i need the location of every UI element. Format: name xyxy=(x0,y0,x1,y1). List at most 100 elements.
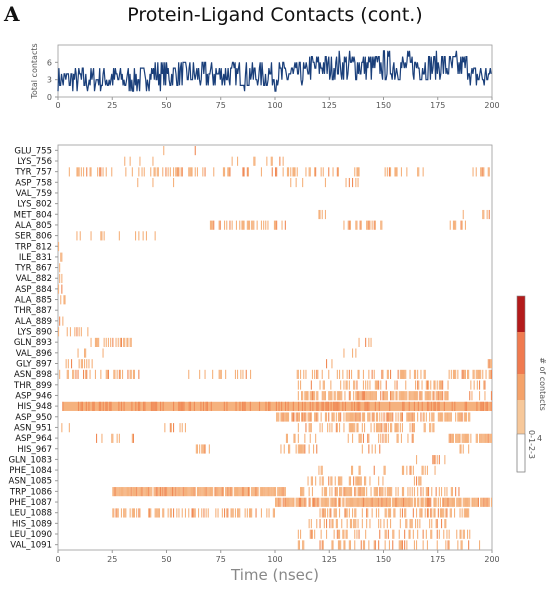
contact-mark xyxy=(407,412,409,422)
contact-mark xyxy=(356,476,358,486)
contact-mark xyxy=(404,508,406,518)
contact-mark xyxy=(242,487,244,497)
contact-mark xyxy=(384,391,386,401)
contact-mark xyxy=(282,156,284,166)
contact-mark xyxy=(467,529,469,539)
contact-mark xyxy=(463,497,465,507)
contact-mark xyxy=(450,508,452,518)
contact-mark xyxy=(417,529,419,539)
contact-mark xyxy=(349,476,351,486)
contact-mark xyxy=(484,391,486,401)
contact-mark xyxy=(447,391,449,401)
contact-mark xyxy=(80,167,82,177)
contact-mark xyxy=(313,444,315,454)
contact-mark xyxy=(396,167,398,177)
contact-mark xyxy=(446,529,448,539)
contact-mark xyxy=(294,167,296,177)
contact-mark xyxy=(138,369,140,379)
contact-mark xyxy=(482,369,484,379)
contact-mark xyxy=(295,412,297,422)
contact-mark xyxy=(277,487,279,497)
contact-mark xyxy=(420,412,422,422)
contact-mark xyxy=(441,391,443,401)
contact-mark xyxy=(395,497,397,507)
contact-mark xyxy=(308,444,310,454)
top-x-tick-label: 150 xyxy=(376,101,391,110)
contact-mark xyxy=(463,508,465,518)
contact-mark xyxy=(182,401,184,411)
contact-mark xyxy=(388,497,390,507)
heatmap-x-axis-label: Time (nsec) xyxy=(230,566,319,584)
contact-mark xyxy=(386,412,388,422)
contact-mark xyxy=(452,220,454,230)
contact-mark xyxy=(302,444,304,454)
contact-mark xyxy=(413,540,415,550)
contact-mark xyxy=(290,177,292,188)
contact-mark xyxy=(76,231,78,241)
contact-mark xyxy=(433,380,435,390)
contact-mark xyxy=(125,487,127,497)
heat-x-tick-label: 200 xyxy=(484,555,499,564)
contact-mark xyxy=(401,508,403,518)
contact-mark xyxy=(348,423,350,433)
contact-mark xyxy=(330,401,332,411)
contact-mark xyxy=(331,412,333,422)
contact-mark xyxy=(106,401,108,411)
contact-mark xyxy=(139,508,141,518)
contact-mark xyxy=(441,487,443,497)
contact-mark xyxy=(455,487,457,497)
contact-mark xyxy=(314,391,316,401)
contact-mark xyxy=(111,433,113,443)
contact-mark xyxy=(230,508,232,518)
contact-mark xyxy=(386,487,388,497)
contact-mark xyxy=(170,508,172,518)
contact-mark xyxy=(345,380,347,390)
contact-mark xyxy=(141,487,143,497)
contact-mark xyxy=(217,487,219,497)
contact-mark xyxy=(479,369,481,379)
contact-mark xyxy=(326,519,328,529)
contact-mark xyxy=(143,401,145,411)
contact-mark xyxy=(399,508,401,518)
contact-mark xyxy=(419,508,421,518)
contact-mark xyxy=(221,508,223,518)
residue-label-gly-897: GLY_897 xyxy=(16,359,52,369)
contact-mark xyxy=(405,519,407,529)
contact-mark xyxy=(241,220,243,230)
contact-mark xyxy=(401,497,403,507)
contact-mark xyxy=(301,444,303,454)
contact-mark xyxy=(161,487,163,497)
contact-mark xyxy=(263,487,265,497)
contact-mark xyxy=(399,497,401,507)
contact-mark xyxy=(288,497,290,507)
contact-mark xyxy=(379,497,381,507)
contact-mark xyxy=(356,391,358,401)
contact-mark xyxy=(353,380,355,390)
contact-mark xyxy=(340,540,342,550)
contact-mark xyxy=(396,391,398,401)
contact-mark xyxy=(312,401,314,411)
contact-mark xyxy=(246,487,248,497)
contact-mark xyxy=(412,423,414,433)
contact-mark xyxy=(375,380,377,390)
contact-mark xyxy=(467,497,469,507)
contact-mark xyxy=(380,519,382,529)
contact-mark xyxy=(298,497,300,507)
contact-mark xyxy=(127,369,129,379)
contact-mark xyxy=(118,433,120,443)
contact-mark xyxy=(321,423,323,433)
contact-mark xyxy=(152,177,154,188)
contact-mark xyxy=(357,369,359,379)
contact-mark xyxy=(394,380,396,390)
contact-mark xyxy=(403,487,405,497)
contact-mark xyxy=(189,487,191,497)
contact-mark xyxy=(136,508,138,518)
contact-mark xyxy=(408,412,410,422)
contact-mark xyxy=(421,508,423,518)
contact-mark xyxy=(321,487,323,497)
contact-mark xyxy=(297,369,299,379)
contact-mark xyxy=(78,327,80,337)
colorbar-tick-4: 4 xyxy=(537,434,542,443)
contact-mark xyxy=(469,412,471,422)
contact-mark xyxy=(296,412,298,422)
